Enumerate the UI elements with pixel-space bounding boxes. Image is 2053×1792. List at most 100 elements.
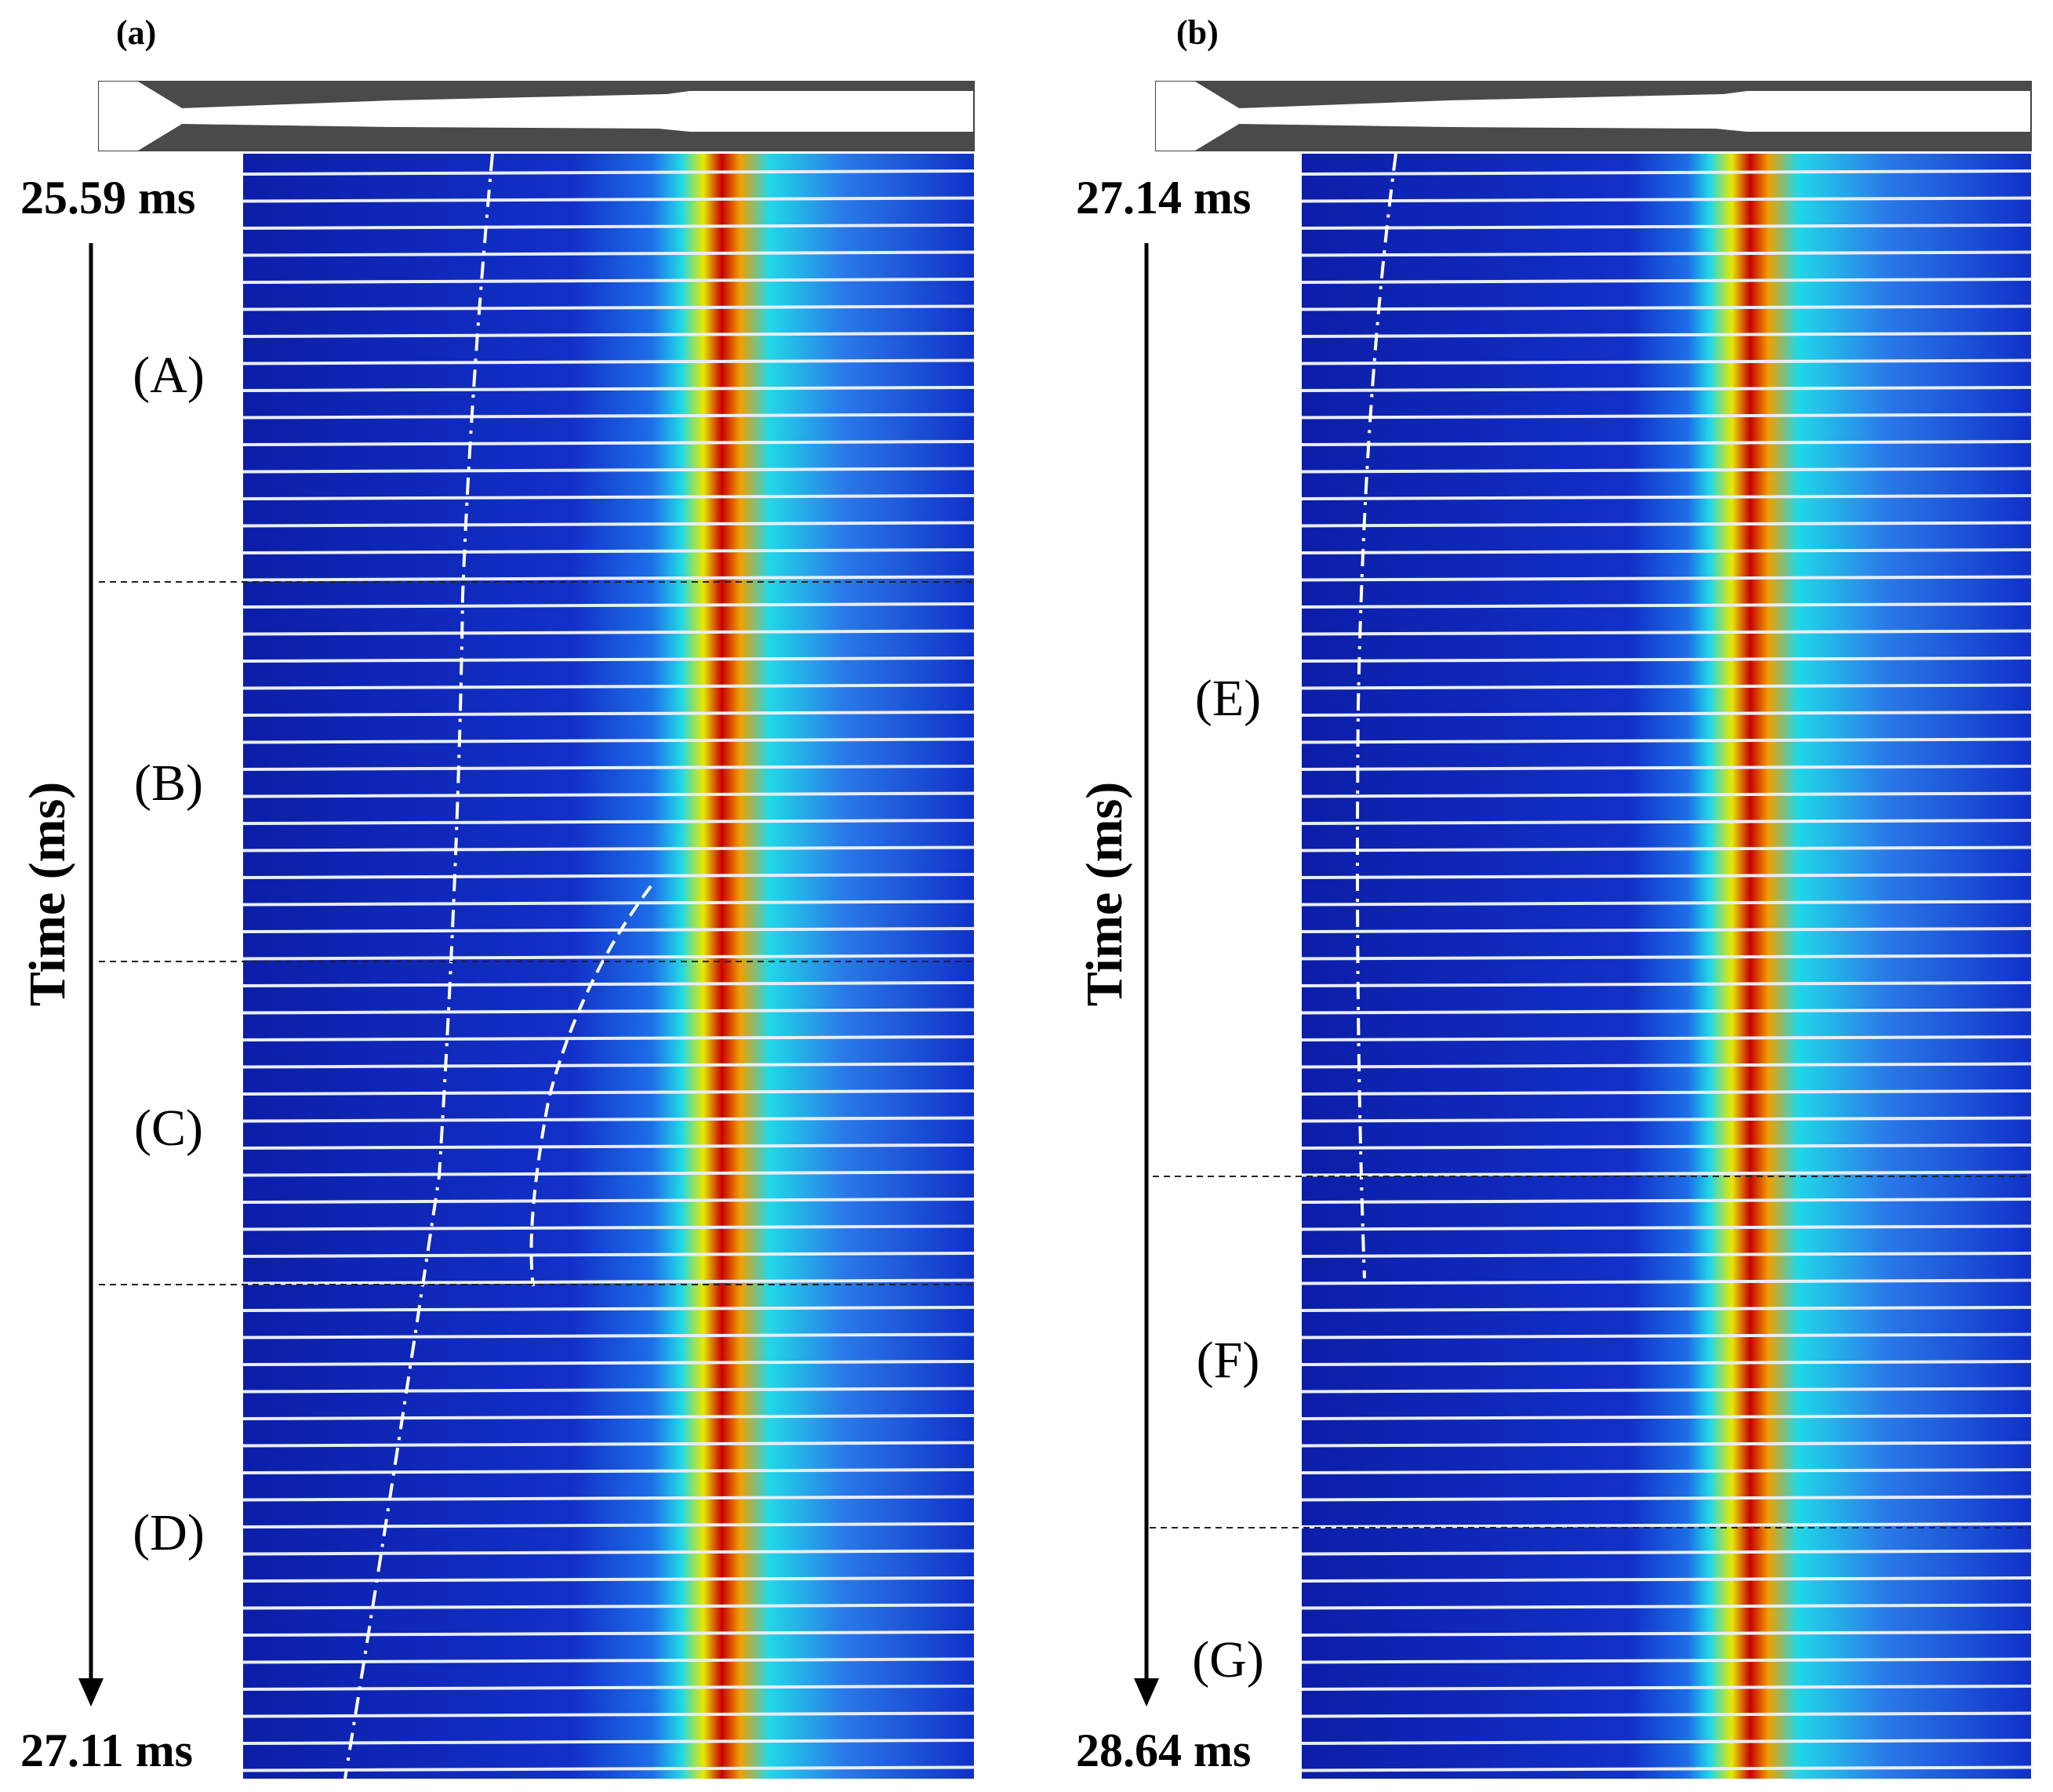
strip-line	[242, 494, 975, 500]
strip-line	[242, 656, 975, 663]
strip-line	[242, 386, 975, 392]
strip-line	[242, 1143, 975, 1150]
strip-line	[1301, 791, 2032, 798]
strip-line	[1301, 1198, 2032, 1204]
strip-line	[1301, 845, 2032, 852]
strip-line	[242, 1685, 975, 1691]
strip-line	[242, 1062, 975, 1069]
strip-line	[1301, 1089, 2032, 1096]
strip-line	[242, 332, 975, 338]
strip-line	[242, 1603, 975, 1610]
strip-line	[242, 1224, 975, 1231]
strip-line	[1301, 656, 2032, 663]
strip-line	[242, 873, 975, 879]
region-label-f: (F)	[1197, 1332, 1260, 1389]
strip-line	[1301, 1522, 2032, 1528]
panel-b-axis-title: Time (ms)	[1076, 782, 1133, 1007]
strip-line	[242, 954, 975, 961]
panel-a-front-trace	[529, 885, 652, 1287]
strip-line	[242, 683, 975, 690]
strip-line	[1301, 1739, 2032, 1745]
strip-line	[242, 467, 975, 474]
panel-a-strip-lines	[242, 169, 975, 1772]
strip-line	[1301, 900, 2032, 907]
strip-line	[1301, 1441, 2032, 1448]
panel-a-shock-trace	[343, 153, 494, 1779]
strip-line	[1301, 521, 2032, 528]
strip-line	[1301, 765, 2032, 771]
strip-line	[242, 1360, 975, 1366]
strip-line	[1301, 575, 2032, 582]
strip-line	[1301, 278, 2032, 284]
strip-line	[1301, 1711, 2032, 1718]
strip-line	[1301, 440, 2032, 446]
strip-line	[1301, 1603, 2032, 1610]
strip-line	[1301, 1387, 2032, 1394]
strip-line	[242, 1468, 975, 1474]
strip-line	[242, 602, 975, 609]
strip-line	[1301, 1657, 2032, 1664]
strip-line	[242, 1495, 975, 1502]
strip-line	[1301, 1685, 2032, 1691]
strip-line	[1301, 494, 2032, 500]
strip-line	[242, 1035, 975, 1041]
strip-line	[242, 1089, 975, 1096]
strip-line	[242, 791, 975, 798]
strip-line	[242, 548, 975, 554]
region-label-b: (B)	[134, 754, 203, 812]
strip-line	[242, 711, 975, 717]
strip-line	[1301, 1549, 2032, 1556]
region-label-g: (G)	[1192, 1631, 1264, 1688]
strip-line	[242, 1576, 975, 1583]
strip-line	[1301, 1360, 2032, 1366]
strip-line	[242, 1739, 975, 1745]
strip-line	[1301, 1278, 2032, 1285]
strip-line	[242, 981, 975, 987]
strip-line	[1301, 1116, 2032, 1123]
strip-line	[1301, 602, 2032, 609]
strip-line	[1301, 169, 2032, 176]
panel-b-time-axis: Time (ms)	[1076, 243, 1159, 1707]
strip-line	[242, 765, 975, 771]
strip-line	[242, 1387, 975, 1394]
panel-b-label: (b)	[1176, 13, 1219, 52]
strip-line	[242, 1630, 975, 1637]
strip-line	[242, 224, 975, 230]
panel-a-label: (a)	[116, 13, 156, 52]
strip-line	[242, 413, 975, 420]
strip-line	[1301, 548, 2032, 554]
strip-line	[242, 358, 975, 365]
strip-line	[1301, 629, 2032, 636]
strip-line	[1301, 1468, 2032, 1474]
strip-line	[1301, 954, 2032, 961]
strip-line	[242, 629, 975, 636]
panel-a-axis-title: Time (ms)	[19, 782, 76, 1007]
strip-line	[242, 1116, 975, 1123]
strip-line	[242, 1332, 975, 1339]
region-label-d: (D)	[133, 1504, 205, 1561]
strip-line	[242, 250, 975, 257]
strip-line	[242, 575, 975, 582]
strip-line	[1301, 1035, 2032, 1041]
strip-line	[1301, 1495, 2032, 1502]
strip-line	[1301, 1414, 2032, 1420]
strip-line	[1301, 1576, 2032, 1583]
panel-b-start-time: 27.14 ms	[1076, 172, 1251, 224]
strip-line	[1301, 413, 2032, 420]
panel-b-geometry	[1155, 81, 2032, 151]
strip-line	[242, 1765, 975, 1772]
strip-line	[1301, 224, 2032, 230]
strip-line	[242, 1306, 975, 1312]
strip-line	[242, 1252, 975, 1258]
strip-line	[242, 1549, 975, 1556]
region-label-a: (A)	[133, 347, 205, 404]
strip-line	[1301, 358, 2032, 365]
panel-a-start-time: 25.59 ms	[20, 172, 195, 224]
strip-line	[242, 521, 975, 528]
strip-line	[242, 1414, 975, 1420]
strip-line	[242, 737, 975, 744]
strip-line	[1301, 1332, 2032, 1339]
strip-line	[242, 1657, 975, 1664]
strip-line	[242, 900, 975, 907]
